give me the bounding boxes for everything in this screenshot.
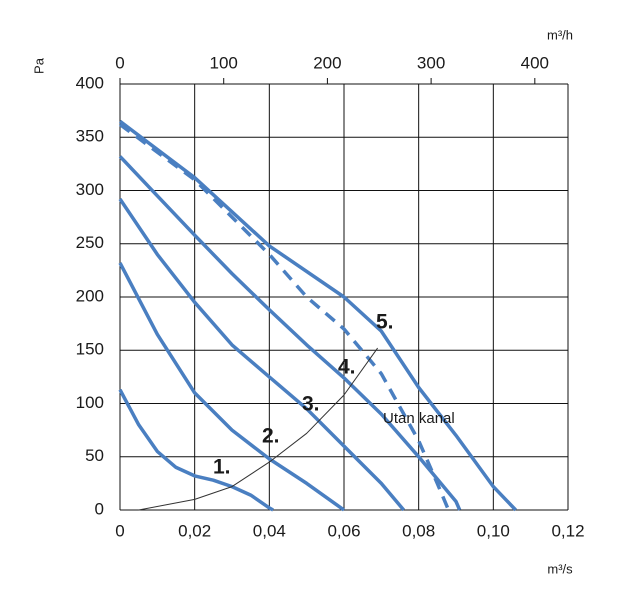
series-label: 3. xyxy=(302,393,320,416)
y-tick-label: 200 xyxy=(76,286,104,305)
y-axis-label: Pa xyxy=(31,57,46,74)
series-line xyxy=(118,119,517,512)
series-line xyxy=(118,123,451,511)
series-line xyxy=(118,198,406,512)
y-tick-label: 400 xyxy=(76,73,104,92)
y-tick-label: 100 xyxy=(76,393,104,412)
x-tick-label: 0,04 xyxy=(253,521,286,540)
series-label: Utan kanal xyxy=(383,410,455,427)
series-line xyxy=(118,155,462,511)
y-tick-label: 50 xyxy=(85,446,104,465)
x2-axis-label: m³/h xyxy=(547,27,573,42)
series-line xyxy=(118,388,274,512)
y-tick-label: 150 xyxy=(76,340,104,359)
x-tick-label: 0,02 xyxy=(178,521,211,540)
x-tick-label: 0 xyxy=(115,521,124,540)
series-line xyxy=(118,262,346,512)
x-tick-label: 0,08 xyxy=(402,521,435,540)
x2-tick-label: 100 xyxy=(210,53,238,72)
series-label: 1. xyxy=(213,456,231,479)
series-label: 5. xyxy=(376,311,394,334)
x2-tick-label: 400 xyxy=(521,53,549,72)
x2-tick-label: 300 xyxy=(417,53,445,72)
x-tick-label: 0,10 xyxy=(477,521,510,540)
y-tick-label: 0 xyxy=(95,499,104,518)
series-line xyxy=(138,347,379,511)
x-tick-label: 0,12 xyxy=(551,521,584,540)
series-label: 2. xyxy=(262,425,280,448)
x-tick-label: 0,06 xyxy=(327,521,360,540)
y-tick-label: 300 xyxy=(76,180,104,199)
series-label: 4. xyxy=(338,356,356,379)
y-tick-label: 350 xyxy=(76,127,104,146)
y-tick-label: 250 xyxy=(76,233,104,252)
x2-tick-label: 0 xyxy=(115,53,124,72)
x-axis-label: m³/s xyxy=(547,561,573,576)
x2-tick-label: 200 xyxy=(313,53,341,72)
